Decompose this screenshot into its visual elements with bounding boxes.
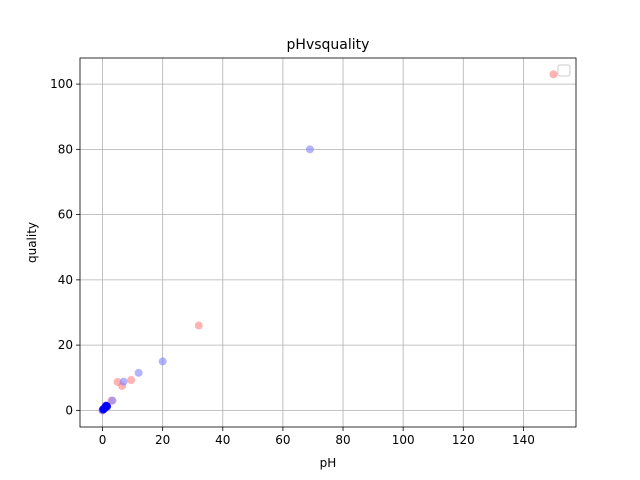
x-tick-label: 120 [452,433,475,447]
x-tick-label: 0 [99,433,107,447]
scatter-point [194,321,203,330]
scatter-point [158,357,167,366]
x-axis-label: pH [320,456,337,470]
x-tick-label: 140 [512,433,535,447]
legend-box [557,64,571,77]
x-tick-label: 80 [335,433,350,447]
data-points [98,70,558,415]
scatter-point [108,396,117,405]
y-tick-label: 60 [58,208,73,222]
y-tick-label: 20 [58,338,73,352]
scatter-point [127,376,136,385]
scatter-point [549,70,558,79]
y-tick-label: 80 [58,142,73,156]
scatter-point [102,401,111,410]
x-tick-label: 40 [215,433,230,447]
scatter-point [305,145,314,154]
grid [80,58,576,427]
scatter-point [134,368,143,377]
scatter-point [119,377,128,386]
chart-title: pHvsquality [287,37,370,53]
axis-ticks: 0 20 40 60 80 100 120 140 0 20 40 60 80 100 [50,77,535,447]
y-tick-label: 100 [50,77,73,91]
x-tick-label: 20 [155,433,170,447]
y-tick-label: 0 [65,403,73,417]
x-tick-label: 60 [275,433,290,447]
y-tick-label: 40 [58,273,73,287]
y-axis-label: quality [25,222,39,263]
axes-frame [79,57,577,428]
x-tick-label: 100 [392,433,415,447]
